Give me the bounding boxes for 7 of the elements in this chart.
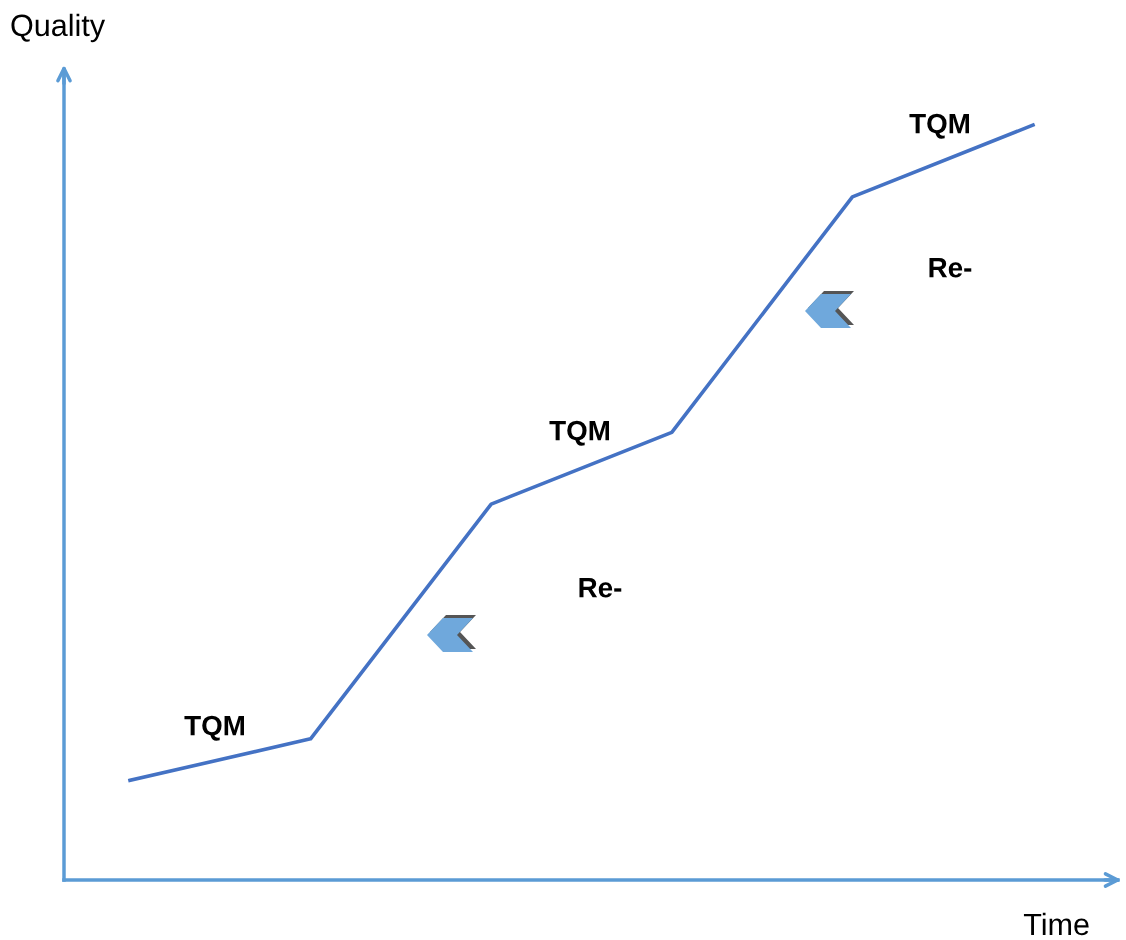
annotation: Re-: [579, 578, 622, 598]
annotation: TQM: [549, 420, 609, 446]
x-axis-title: Time: [1023, 912, 1089, 936]
annotation: Re-: [929, 258, 972, 278]
annotation: TQM: [909, 113, 969, 139]
y-axis-title: Quality: [11, 13, 106, 43]
annotation: TQM: [184, 715, 244, 741]
